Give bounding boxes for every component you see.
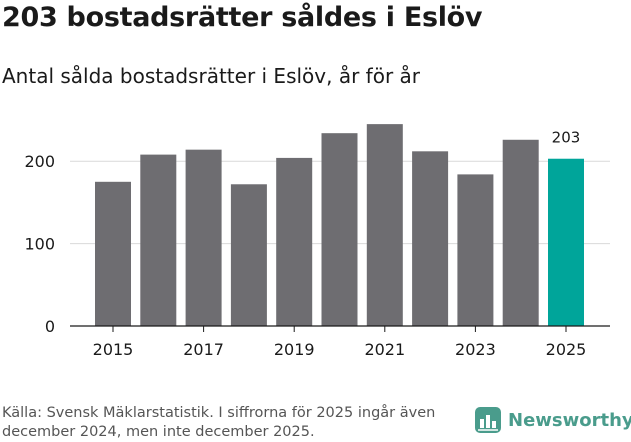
- x-tick-label: 2019: [274, 340, 315, 359]
- bar: [548, 158, 584, 326]
- newsworthy-logo: Newsworthy: [475, 407, 631, 433]
- x-tick-label: 2017: [183, 340, 224, 359]
- y-tick-label: 100: [24, 235, 55, 254]
- y-tick-label: 0: [45, 317, 55, 336]
- newsworthy-logo-icon: [475, 407, 501, 433]
- data-label: 203: [552, 129, 581, 147]
- x-tick-label: 2021: [364, 340, 405, 359]
- chart-title: 203 bostadsrätter såldes i Eslöv: [2, 2, 483, 33]
- source-note: Källa: Svensk Mäklarstatistik. I siffror…: [2, 405, 436, 440]
- logo-text: Newsworthy: [508, 409, 631, 431]
- bar-chart: 0 100 200 2015 2017 2019 2021 2023 2025 203: [24, 124, 610, 359]
- bar: [230, 184, 267, 326]
- bar: [457, 174, 494, 326]
- bar: [140, 154, 177, 326]
- chart-subtitle: Antal sålda bostadsrätter i Eslöv, år fö…: [2, 64, 421, 88]
- bar: [412, 151, 449, 326]
- x-tick-label: 2025: [546, 340, 587, 359]
- bar: [502, 139, 539, 326]
- x-tick-label: 2015: [93, 340, 134, 359]
- bar: [95, 181, 131, 326]
- bar: [366, 124, 403, 327]
- bar: [321, 133, 358, 326]
- x-tick-label: 2023: [455, 340, 496, 359]
- bar: [276, 157, 313, 326]
- y-tick-label: 200: [24, 152, 55, 171]
- bar: [185, 149, 222, 326]
